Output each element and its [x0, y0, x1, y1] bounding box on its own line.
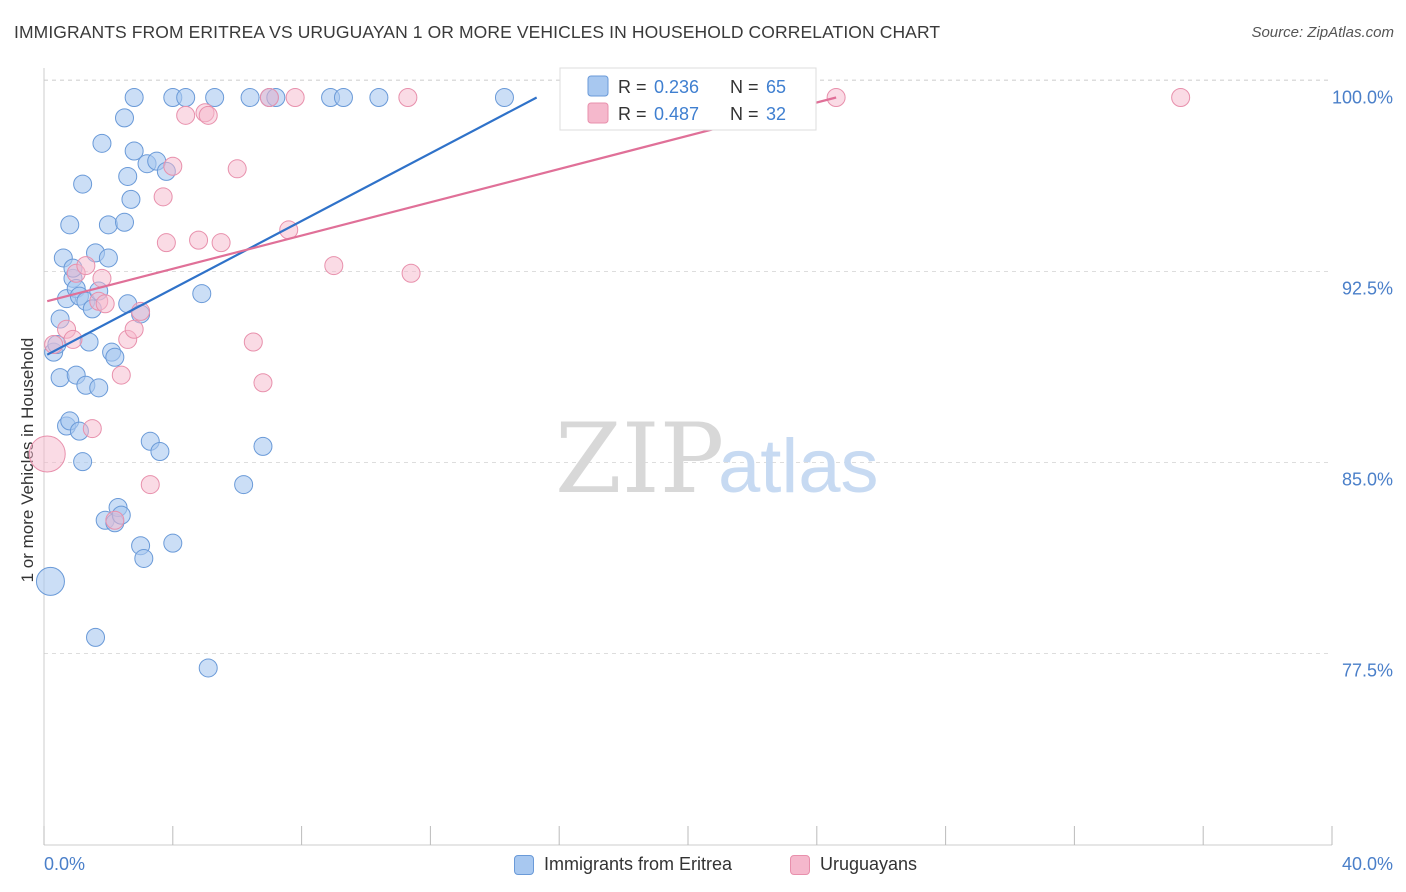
point-uruguayan-18: [163, 156, 183, 176]
point-uruguayan-10: [105, 510, 125, 530]
legend-bottom: Immigrants from Eritrea Uruguayans: [0, 850, 1406, 880]
point-uruguayan-29: [285, 88, 305, 107]
point-uruguayan-32: [401, 263, 421, 283]
point-eritrea-38: [121, 189, 141, 209]
point-uruguayan-20: [189, 230, 209, 250]
point-eritrea-48: [163, 533, 183, 553]
legend-swatch-uruguayans: [587, 102, 609, 124]
point-eritrea-39: [124, 141, 144, 161]
axes: [43, 68, 1333, 846]
legend-n-value-uruguayans: 32: [766, 104, 786, 124]
y-tick-label-2: 92.5%: [1342, 279, 1393, 299]
point-eritrea-3: [50, 368, 70, 388]
point-eritrea-28: [98, 215, 118, 235]
point-eritrea-17: [73, 174, 93, 194]
legend-n-label-eritrea: N =: [730, 77, 759, 97]
trend-line-eritrea: [46, 96, 538, 356]
point-eritrea-63: [124, 88, 144, 107]
source-credit: Source: ZipAtlas.com: [1251, 24, 1394, 41]
point-eritrea-51: [192, 284, 212, 304]
point-uruguayan-3: [63, 329, 83, 349]
legend-item-eritrea: Immigrants from Eritrea: [514, 854, 732, 875]
chart-title: IMMIGRANTS FROM ERITREA VS URUGUAYAN 1 O…: [14, 22, 941, 42]
legend-r-value-uruguayans: 0.487: [654, 104, 699, 124]
legend-label-uruguayans: Uruguayans: [820, 854, 918, 874]
legend-swatch-eritrea: [514, 854, 534, 875]
legend-r-label-uruguayans: R =: [618, 104, 647, 124]
y-tick-label-3: 100.0%: [1332, 88, 1393, 108]
point-eritrea-52: [198, 658, 218, 678]
point-uruguayan-23: [211, 233, 231, 253]
point-eritrea-16: [73, 452, 93, 472]
legend-top: R = 0.236 N = 65 R = 0.487 N = 32: [559, 67, 817, 131]
point-eritrea-64: [86, 627, 106, 647]
y-tick-label-1: 85.0%: [1342, 470, 1393, 490]
x-tick-label-min: 0.0%: [44, 854, 85, 874]
point-eritrea-61: [369, 88, 389, 107]
point-uruguayan-6: [82, 419, 102, 439]
point-eritrea-46: [150, 441, 170, 461]
point-uruguayan-11: [111, 365, 131, 385]
point-eritrea-53: [205, 88, 225, 107]
point-eritrea-56: [253, 436, 273, 456]
trend-line-uruguayans: [46, 96, 837, 303]
point-eritrea-35: [115, 108, 134, 128]
point-uruguayan-17: [156, 233, 176, 253]
point-uruguayan-30: [324, 256, 344, 276]
point-eritrea-0: [35, 566, 65, 596]
legend-label-eritrea: Immigrants from Eritrea: [544, 854, 733, 874]
point-eritrea-25: [92, 133, 112, 153]
point-eritrea-55: [240, 88, 260, 107]
point-uruguayan-5: [76, 256, 96, 276]
legend-r-value-eritrea: 0.236: [654, 77, 699, 97]
point-eritrea-60: [333, 88, 353, 107]
x-tick-label-max: 40.0%: [1342, 854, 1393, 874]
legend-item-uruguayans: Uruguayans: [790, 854, 917, 875]
point-eritrea-50: [176, 88, 196, 107]
point-uruguayan-31: [398, 88, 418, 107]
watermark-atlas: atlas: [718, 424, 879, 509]
y-tick-label-0: 77.5%: [1342, 661, 1393, 681]
point-eritrea-34: [115, 212, 134, 232]
point-uruguayan-34: [1171, 88, 1191, 107]
point-uruguayan-15: [140, 475, 160, 495]
point-eritrea-24: [89, 378, 109, 398]
point-eritrea-54: [234, 475, 254, 495]
point-uruguayan-0: [28, 435, 66, 473]
point-eritrea-42: [134, 548, 154, 568]
watermark-zip: ZIP: [555, 403, 724, 515]
point-eritrea-9: [60, 215, 80, 235]
trend-lines: [46, 96, 837, 356]
point-eritrea-36: [118, 166, 138, 186]
data-points: [28, 88, 1191, 678]
legend-r-label-eritrea: R =: [618, 77, 647, 97]
tick-labels: 77.5% 85.0% 92.5% 100.0% 0.0% 40.0%: [44, 88, 1393, 875]
legend-swatch-eritrea: [587, 75, 609, 97]
legend-n-label-uruguayans: N =: [730, 104, 759, 124]
point-uruguayan-13: [124, 319, 144, 339]
legend-n-value-eritrea: 65: [766, 77, 786, 97]
legend-swatch-uruguayans: [790, 854, 810, 875]
point-uruguayan-25: [243, 332, 263, 352]
point-uruguayan-22: [198, 105, 218, 125]
point-eritrea-31: [105, 347, 125, 367]
point-eritrea-27: [98, 248, 118, 268]
point-uruguayan-19: [176, 105, 196, 125]
watermark: ZIP atlas: [555, 403, 879, 515]
point-uruguayan-28: [259, 88, 279, 107]
point-uruguayan-16: [153, 187, 173, 207]
point-uruguayan-26: [253, 373, 273, 393]
point-eritrea-62: [494, 88, 514, 107]
point-uruguayan-24: [227, 159, 247, 179]
point-uruguayan-9: [95, 294, 115, 314]
